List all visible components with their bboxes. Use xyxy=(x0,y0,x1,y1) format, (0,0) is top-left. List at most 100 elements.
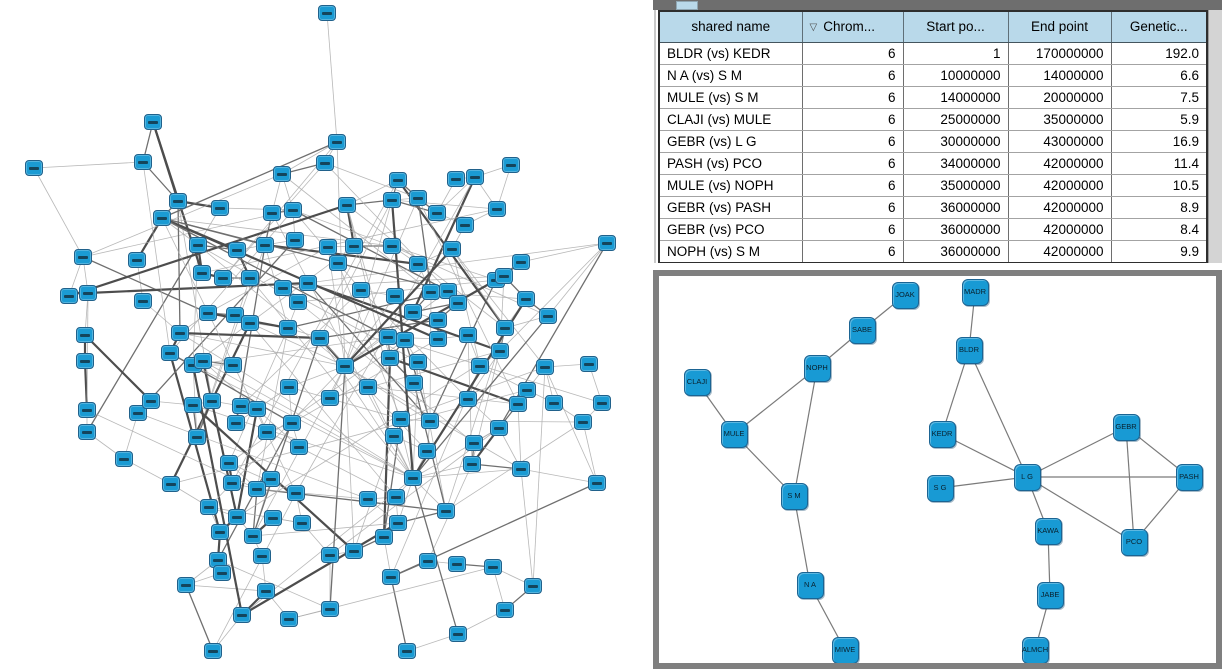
network-node[interactable] xyxy=(228,242,246,258)
network-node[interactable] xyxy=(153,210,171,226)
table-row[interactable]: PASH (vs) PCO 6 34000000 42000000 11.4 xyxy=(660,152,1206,175)
network-edge[interactable] xyxy=(297,301,475,444)
network-node[interactable] xyxy=(299,275,317,291)
network-node[interactable] xyxy=(220,455,238,471)
network-node[interactable] xyxy=(286,232,304,248)
network-edge[interactable] xyxy=(391,245,497,281)
network-node[interactable] xyxy=(465,435,483,451)
network-node[interactable] xyxy=(429,312,447,328)
network-node[interactable] xyxy=(199,305,217,321)
network-node[interactable] xyxy=(257,583,275,599)
network-edge[interactable] xyxy=(733,367,818,435)
network-node[interactable] xyxy=(280,611,298,627)
network-node[interactable] xyxy=(456,217,474,233)
cell-chromosome[interactable]: 6 xyxy=(802,218,904,241)
network-node[interactable] xyxy=(428,205,446,221)
network-edge[interactable] xyxy=(499,242,608,352)
network-node[interactable] xyxy=(429,331,447,347)
cell-end[interactable]: 42000000 xyxy=(1008,196,1112,219)
table-row[interactable]: BLDR (vs) KEDR 6 1 170000000 192.0 xyxy=(660,42,1206,65)
cell-shared-name[interactable]: N A (vs) S M xyxy=(660,64,803,87)
network-node[interactable] xyxy=(588,475,606,491)
node-s-m[interactable]: S M xyxy=(780,482,808,510)
cell-start[interactable]: 35000000 xyxy=(903,174,1009,197)
network-node[interactable] xyxy=(262,471,280,487)
table-row[interactable]: NOPH (vs) S M 6 36000000 42000000 9.9 xyxy=(660,240,1206,262)
table-scrollbar[interactable] xyxy=(1208,10,1222,263)
cell-start[interactable]: 25000000 xyxy=(903,108,1009,131)
network-node[interactable] xyxy=(422,284,440,300)
table-row[interactable]: CLAJI (vs) MULE 6 25000000 35000000 5.9 xyxy=(660,108,1206,131)
network-node[interactable] xyxy=(74,249,92,265)
network-edge[interactable] xyxy=(344,279,497,367)
network-edge[interactable] xyxy=(544,366,598,484)
network-edge[interactable] xyxy=(1026,426,1127,478)
network-node[interactable] xyxy=(311,330,329,346)
network-edge[interactable] xyxy=(207,246,329,314)
cell-shared-name[interactable]: GEBR (vs) L G xyxy=(660,130,803,153)
main-network-panel[interactable] xyxy=(0,0,652,669)
cell-shared-name[interactable]: GEBR (vs) PCO xyxy=(660,218,803,241)
network-edge[interactable] xyxy=(82,256,209,314)
cell-genetic[interactable]: 11.4 xyxy=(1111,152,1206,175)
cell-genetic[interactable]: 10.5 xyxy=(1111,174,1206,197)
network-edge[interactable] xyxy=(208,506,303,524)
network-edge[interactable] xyxy=(82,173,283,258)
network-node[interactable] xyxy=(316,155,334,171)
network-node[interactable] xyxy=(389,172,407,188)
network-edge[interactable] xyxy=(252,522,399,537)
network-edge[interactable] xyxy=(390,576,408,652)
node-noph[interactable]: NOPH xyxy=(803,354,831,382)
network-edge[interactable] xyxy=(941,349,970,435)
network-node[interactable] xyxy=(598,235,616,251)
network-node[interactable] xyxy=(264,510,282,526)
cell-chromosome[interactable]: 6 xyxy=(802,174,904,197)
network-node[interactable] xyxy=(496,602,514,618)
network-node[interactable] xyxy=(134,154,152,170)
network-edge[interactable] xyxy=(939,476,1028,489)
cell-genetic[interactable]: 192.0 xyxy=(1111,42,1206,65)
network-edge[interactable] xyxy=(241,522,399,616)
network-node[interactable] xyxy=(258,424,276,440)
node-sabe[interactable]: SABE xyxy=(848,316,876,344)
network-edge[interactable] xyxy=(329,365,346,610)
network-edge[interactable] xyxy=(137,239,296,414)
network-edge[interactable] xyxy=(33,167,84,258)
network-node[interactable] xyxy=(382,569,400,585)
network-node[interactable] xyxy=(177,577,195,593)
network-node[interactable] xyxy=(223,475,241,491)
network-node[interactable] xyxy=(273,166,291,182)
network-edge[interactable] xyxy=(142,161,171,354)
network-node[interactable] xyxy=(289,294,307,310)
network-edge[interactable] xyxy=(179,331,321,340)
cell-end[interactable]: 20000000 xyxy=(1008,86,1112,109)
network-node[interactable] xyxy=(459,327,477,343)
node-mule[interactable]: MULE xyxy=(720,420,748,448)
table-row[interactable]: N A (vs) S M 6 10000000 14000000 6.6 xyxy=(660,64,1206,87)
network-node[interactable] xyxy=(200,499,218,515)
network-edge[interactable] xyxy=(192,245,355,366)
network-edge[interactable] xyxy=(520,468,598,484)
network-edge[interactable] xyxy=(517,403,522,470)
network-edge[interactable] xyxy=(344,197,419,367)
network-node[interactable] xyxy=(398,643,416,659)
network-node[interactable] xyxy=(329,255,347,271)
network-node[interactable] xyxy=(536,359,554,375)
cell-chromosome[interactable]: 6 xyxy=(802,196,904,219)
network-node[interactable] xyxy=(241,270,259,286)
cell-end[interactable]: 170000000 xyxy=(1008,42,1112,65)
network-node[interactable] xyxy=(488,201,506,217)
node-jabe[interactable]: JABE xyxy=(1036,581,1064,609)
network-node[interactable] xyxy=(287,485,305,501)
network-node[interactable] xyxy=(184,397,202,413)
cell-end[interactable]: 42000000 xyxy=(1008,152,1112,175)
network-edge[interactable] xyxy=(326,12,338,143)
network-edge[interactable] xyxy=(307,242,608,284)
cell-start[interactable]: 36000000 xyxy=(903,240,1009,262)
network-edge[interactable] xyxy=(382,357,392,538)
network-edge[interactable] xyxy=(417,197,432,293)
cell-start[interactable]: 30000000 xyxy=(903,130,1009,153)
network-edge[interactable] xyxy=(1026,476,1135,543)
node-n-a[interactable]: N A xyxy=(796,571,824,599)
cell-start[interactable]: 36000000 xyxy=(903,196,1009,219)
